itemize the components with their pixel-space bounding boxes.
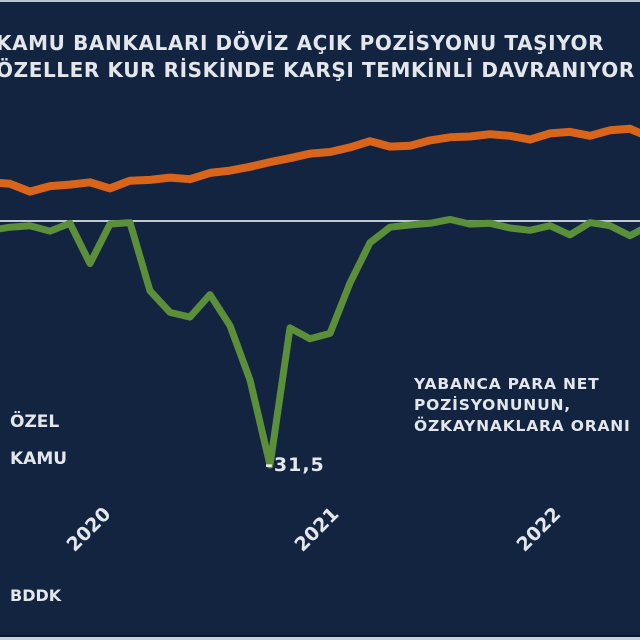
top-border	[0, 0, 640, 2]
chart-title: KAMU BANKALARI DÖVİZ AÇIK POZİSYONU TAŞI…	[0, 30, 635, 84]
source-label: BDDK	[10, 586, 62, 605]
legend-ozel: ÖZEL	[10, 412, 60, 432]
chart-title-line2: ÖZELLER KUR RİSKİNDE KARŞI TEMKİNLİ DAVR…	[0, 58, 635, 82]
legend-kamu: KAMU	[10, 449, 68, 469]
bottom-border-shadow	[0, 635, 640, 637]
bottom-border	[0, 637, 640, 640]
chart-subtitle-note: YABANCA PARA NET POZİSYONUNUN, ÖZKAYNAKL…	[414, 374, 631, 437]
note-line1: YABANCA PARA NET	[414, 375, 600, 393]
ozel-series-line	[0, 124, 640, 196]
chart-title-line1: KAMU BANKALARI DÖVİZ AÇIK POZİSYONU TAŞI…	[0, 31, 605, 55]
note-line3: ÖZKAYNAKLARA ORANI	[414, 417, 631, 435]
note-line2: POZİSYONUNUN,	[414, 396, 571, 414]
kamu-series-line	[0, 215, 640, 469]
min-value-annotation: -31,5	[265, 454, 325, 476]
